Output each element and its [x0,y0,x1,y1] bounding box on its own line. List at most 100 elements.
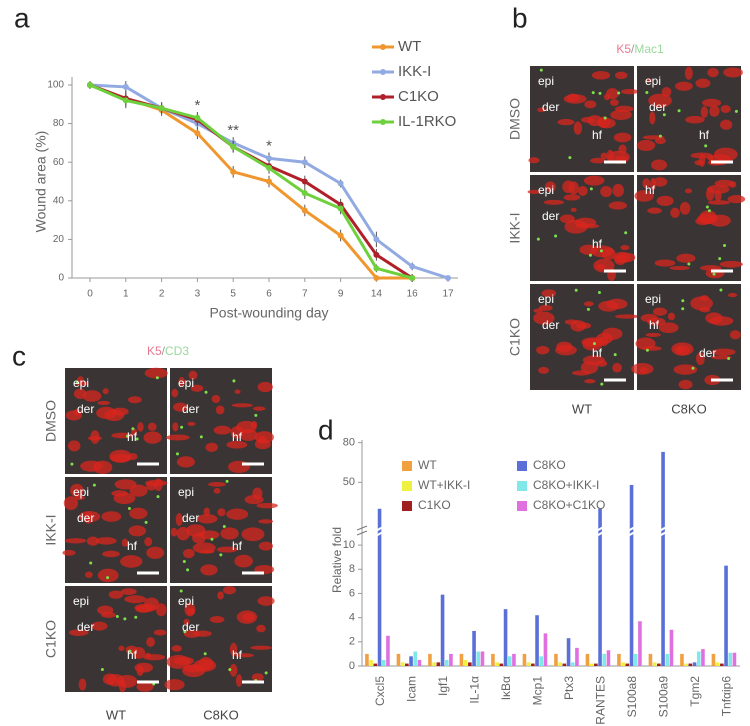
bar [724,565,728,666]
tissue-blob [215,405,225,415]
tissue-blob [684,188,693,194]
bar [405,663,409,666]
stain-dot [599,249,603,253]
legend-label: C1KO [398,88,439,105]
bar [680,653,684,666]
bar [558,662,562,666]
tissue-blob [147,422,157,431]
stain-dot [677,109,681,113]
tissue-blob [577,185,588,196]
tissue-blob [257,381,273,393]
tissue-blob [654,259,676,267]
bar [598,508,602,666]
legend-label: WT [398,38,421,55]
tissue-blob [102,388,109,395]
stain-dot [232,379,236,383]
bar [661,451,665,666]
x-tick-label: IL-1α [467,676,481,704]
region-label: hf [592,237,603,251]
stain-name: K5 [147,344,162,358]
bar [688,663,693,666]
tissue-blob [235,674,243,687]
bar [617,653,621,666]
bar [629,484,634,666]
tissue-blob [173,656,195,665]
tissue-blob [647,317,666,326]
region-label: epi [178,376,194,390]
tissue-blob [595,263,606,271]
tissue-blob [654,137,667,145]
legend-marker [380,94,386,100]
stain-dot [115,615,119,619]
region-label: der [182,511,199,525]
tissue-blob [96,406,117,420]
tissue-blob [598,300,619,312]
tissue-blob [584,379,596,384]
x-tick-label: 3 [195,289,201,300]
bar [522,653,527,666]
tissue-blob [183,629,201,638]
y-tick-label: 10 [343,539,355,551]
tissue-blob [536,345,550,355]
stain-dot [600,382,604,386]
legend-label: C8KO+IKK-I [533,478,599,492]
tissue-blob [137,422,144,432]
point [337,232,344,239]
tissue-blob [719,260,743,268]
y-tick-label: 20 [53,234,65,245]
stain-dot [228,668,232,672]
stain-dot [175,452,179,456]
x-tick-label: Icam [404,676,418,702]
tissue-blob [705,187,715,201]
tissue-blob [200,564,218,576]
tissue-blob [676,253,696,263]
point [301,190,308,197]
stain-dot [89,561,93,565]
bar [386,635,390,666]
tissue-blob [600,185,613,198]
stain-dot [645,348,649,352]
bar [507,656,512,666]
stain-dot [134,615,138,619]
tissue-blob [527,189,541,195]
tissue-blob [712,348,736,356]
bar [594,663,598,666]
bar [400,662,405,666]
x-tick-label: RANTES [593,676,607,725]
region-label: der [699,346,716,360]
tissue-blob [171,645,182,652]
tissue-blob [669,265,690,271]
stain-dot [100,667,104,671]
point [373,236,380,243]
bar [543,633,548,666]
legend-label: IL-1RKO [398,113,456,130]
y-tick-label: 100 [47,80,64,91]
region-label: der [542,318,559,332]
tissue-blob [614,71,628,80]
bar [570,662,575,666]
bar [657,663,661,666]
point [301,207,308,214]
tissue-blob [250,645,273,650]
legend-label: C8KO [533,458,566,472]
y-tick-label: 8 [349,563,355,575]
tissue-blob [707,155,714,161]
tissue-blob [709,316,734,326]
tissue-blob [128,525,147,537]
bar [648,653,653,666]
y-tick-label: 80 [53,118,65,129]
stain-dot [204,390,208,394]
point [266,178,272,185]
tissue-blob [134,662,154,673]
tissue-blob [120,588,137,595]
stain-dot [613,353,617,357]
tissue-blob [699,295,709,301]
region-label: hf [592,128,603,142]
tissue-blob [78,678,87,691]
stain-name: Mac1 [634,42,664,56]
tissue-blob [563,194,581,201]
tissue-blob [555,344,577,356]
tissue-blob [114,479,137,490]
tissue-blob [205,442,218,452]
point [266,155,272,162]
